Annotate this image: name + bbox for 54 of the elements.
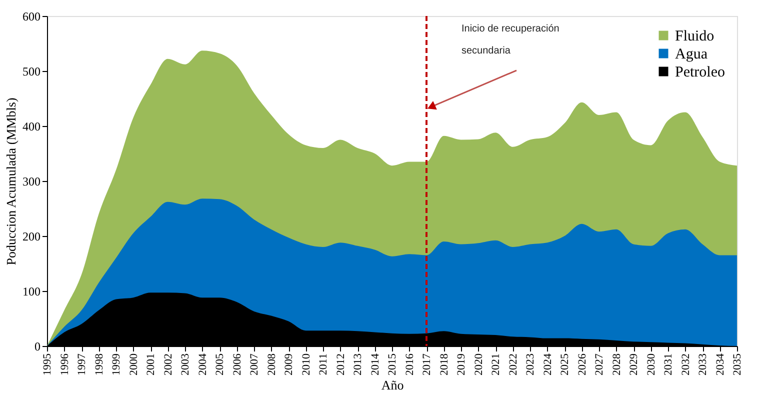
legend-label: Petroleo: [675, 64, 725, 80]
y-axis-title: Poduccion Acumulada (MMbls): [4, 98, 18, 266]
x-tick-label: 2017: [421, 353, 433, 376]
y-tick-label: 300: [22, 174, 40, 188]
x-tick-label: 2012: [334, 354, 347, 376]
x-tick-label: 2024: [542, 353, 554, 376]
x-tick-label: 2021: [490, 354, 502, 376]
x-tick-label: 2022: [507, 354, 520, 376]
x-tick-label: 2011: [318, 354, 330, 376]
x-tick-label: 1997: [76, 353, 88, 376]
x-tick-label: 2033: [697, 353, 709, 376]
x-axis-title: Año: [381, 378, 404, 392]
y-tick-label: 0: [34, 340, 40, 354]
x-tick-label: 2019: [456, 353, 468, 376]
x-tick-label: 2031: [662, 354, 674, 376]
x-tick-label: 2032: [680, 354, 692, 376]
x-tick-label: 2014: [369, 353, 382, 376]
x-tick-label: 2008: [266, 353, 278, 376]
legend-label: Fluido: [675, 28, 714, 44]
legend-label: Agua: [675, 46, 708, 62]
y-tick-label: 200: [22, 230, 40, 244]
x-tick-label: 2029: [628, 353, 640, 376]
x-tick-label: 1996: [58, 353, 71, 376]
x-tick-label: 2006: [231, 353, 244, 376]
y-tick-label: 600: [22, 10, 40, 24]
annotation: Inicio de recuperación secundaria: [462, 23, 560, 56]
x-tick-label: 2013: [352, 353, 364, 376]
x-tick-label: 2002: [162, 354, 174, 376]
x-tick-label: 2034: [714, 353, 726, 376]
x-tick-label: 2018: [438, 353, 450, 376]
y-tick-label: 500: [22, 64, 40, 78]
x-tick-label: 2023: [524, 353, 536, 376]
x-tick-label: 2010: [300, 353, 312, 376]
x-tick-label: 2004: [196, 353, 209, 376]
x-tick-label: 2007: [248, 353, 260, 376]
x-tick-label: 2030: [645, 353, 658, 376]
x-tick-label: 2000: [128, 353, 140, 376]
x-tick-label: 2005: [214, 353, 226, 376]
x-tick-label: 2016: [404, 353, 416, 376]
x-tick-label: 1995: [42, 353, 54, 376]
x-tick-label: 2020: [472, 353, 485, 376]
x-tick-label: 2028: [610, 353, 623, 376]
x-tick-label: 2025: [559, 353, 571, 376]
y-tick-label: 100: [22, 284, 40, 298]
x-tick-label: 2035: [732, 353, 744, 376]
x-tick-label: 2009: [283, 353, 295, 376]
x-tick-label: 2026: [576, 353, 588, 376]
y-tick-label: 400: [22, 120, 40, 134]
x-tick-label: 2015: [386, 353, 398, 376]
x-tick-label: 2001: [145, 354, 157, 376]
x-tick-label: 2003: [180, 353, 192, 376]
x-tick-label: 1998: [93, 353, 106, 376]
x-tick-label: 1999: [110, 353, 122, 376]
x-tick-label: 2027: [594, 353, 606, 376]
